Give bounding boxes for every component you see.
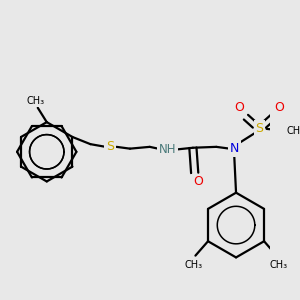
Text: CH₃: CH₃ <box>269 260 287 270</box>
Text: O: O <box>193 176 203 188</box>
Text: CH₃: CH₃ <box>184 260 203 270</box>
Text: S: S <box>106 140 114 153</box>
Text: N: N <box>230 142 239 155</box>
Text: S: S <box>255 122 263 135</box>
Text: NH: NH <box>159 143 176 156</box>
Text: CH₃: CH₃ <box>27 96 45 106</box>
Text: O: O <box>274 101 284 114</box>
Text: O: O <box>235 101 244 114</box>
Text: CH₃: CH₃ <box>286 126 300 136</box>
